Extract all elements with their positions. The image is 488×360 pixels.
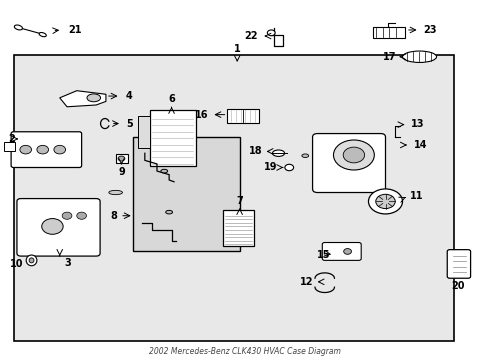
Polygon shape — [60, 91, 106, 107]
Ellipse shape — [165, 210, 172, 214]
Circle shape — [375, 194, 394, 208]
Text: 15: 15 — [316, 250, 329, 260]
Bar — [116, 154, 127, 163]
Text: 18: 18 — [249, 147, 263, 157]
Circle shape — [54, 145, 65, 154]
Circle shape — [285, 164, 293, 171]
Text: 5: 5 — [125, 118, 132, 129]
Text: 20: 20 — [451, 281, 464, 291]
Bar — [372, 27, 404, 38]
Circle shape — [368, 189, 402, 214]
Bar — [4, 143, 15, 152]
Text: 2: 2 — [8, 134, 15, 144]
Text: 4: 4 — [125, 91, 132, 101]
Ellipse shape — [29, 258, 34, 263]
Text: 23: 23 — [423, 25, 436, 35]
Text: 13: 13 — [410, 118, 424, 129]
Text: 6: 6 — [168, 94, 175, 104]
Text: 8: 8 — [110, 211, 117, 221]
Text: 2002 Mercedes-Benz CLK430 HVAC Case Diagram: 2002 Mercedes-Benz CLK430 HVAC Case Diag… — [148, 347, 340, 356]
Ellipse shape — [39, 32, 46, 37]
Text: 14: 14 — [413, 140, 427, 150]
Circle shape — [343, 249, 351, 254]
Circle shape — [267, 30, 275, 36]
Text: 21: 21 — [68, 25, 82, 35]
Ellipse shape — [272, 150, 284, 157]
Text: 3: 3 — [64, 258, 71, 268]
Ellipse shape — [301, 154, 308, 157]
Text: 16: 16 — [194, 110, 207, 120]
Bar — [14, 55, 453, 341]
FancyBboxPatch shape — [312, 134, 385, 193]
FancyBboxPatch shape — [322, 243, 361, 260]
Circle shape — [333, 140, 373, 170]
Bar — [222, 210, 254, 246]
Ellipse shape — [26, 255, 37, 266]
Bar — [227, 109, 259, 123]
Text: 22: 22 — [244, 31, 258, 41]
Circle shape — [37, 145, 48, 154]
Circle shape — [343, 147, 364, 163]
Text: 1: 1 — [233, 44, 240, 54]
Ellipse shape — [402, 51, 436, 63]
Ellipse shape — [109, 190, 122, 195]
Bar — [137, 116, 150, 148]
Text: 17: 17 — [382, 52, 395, 62]
FancyBboxPatch shape — [11, 132, 81, 167]
Ellipse shape — [14, 25, 22, 30]
FancyBboxPatch shape — [17, 199, 100, 256]
Circle shape — [62, 212, 72, 219]
Text: 12: 12 — [300, 277, 313, 287]
Circle shape — [20, 145, 31, 154]
Ellipse shape — [87, 94, 101, 102]
Text: 19: 19 — [264, 162, 277, 172]
Bar — [132, 137, 239, 251]
Bar — [149, 111, 196, 166]
Text: 10: 10 — [10, 259, 23, 269]
Text: 7: 7 — [236, 196, 243, 206]
Ellipse shape — [161, 169, 167, 173]
FancyBboxPatch shape — [447, 249, 469, 278]
Text: 9: 9 — [118, 167, 124, 177]
Circle shape — [118, 156, 124, 161]
Text: 11: 11 — [409, 191, 423, 201]
Circle shape — [77, 212, 86, 219]
Circle shape — [41, 219, 63, 234]
